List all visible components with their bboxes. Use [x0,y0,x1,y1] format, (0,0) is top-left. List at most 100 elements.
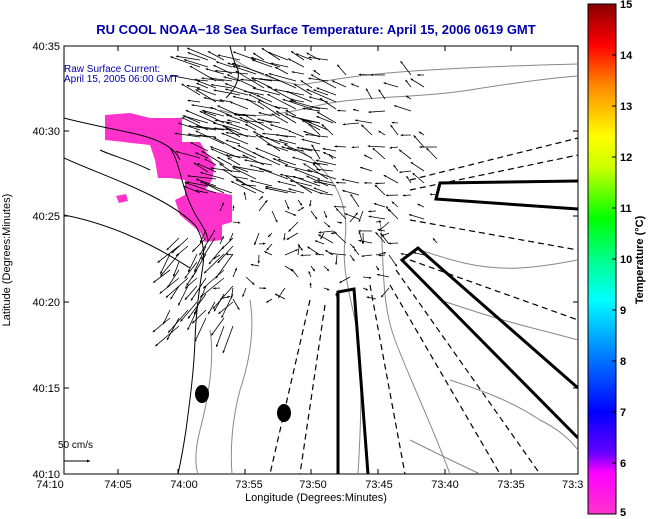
current-vector [363,154,373,160]
current-vector [221,293,234,319]
current-vector [226,122,249,131]
current-vector [258,77,281,82]
current-vector [217,54,241,61]
current-vector [262,132,297,138]
current-vector [252,131,265,138]
current-vector [344,213,360,220]
current-vector [215,69,249,75]
current-vector [290,98,305,103]
current-vector [243,191,247,201]
current-vector [232,175,249,180]
current-vector [388,254,398,267]
current-vector [302,107,321,112]
current-vector [210,148,233,159]
current-vector [391,201,399,208]
current-vector [374,184,386,196]
current-vector [362,287,369,291]
current-vector [306,175,329,187]
surface-current-vectors [152,47,438,354]
current-vector [245,98,265,110]
current-vector [256,94,273,103]
current-vector [335,254,338,265]
current-vector [175,150,201,159]
current-vector [291,268,299,278]
current-vector [406,175,412,184]
current-vector [313,180,321,184]
current-vector [194,317,207,342]
current-vector [306,88,337,103]
current-vector [215,61,233,68]
colorbar-tick-label: 5 [620,507,626,519]
current-vector [155,325,180,347]
current-vector [250,263,260,267]
current-vector [202,109,225,117]
current-vector [232,167,257,180]
current-vector [194,245,207,272]
current-vector [209,77,233,82]
current-vector [380,232,390,245]
current-vector [264,187,289,194]
x-tick-label: 73:3 [562,479,583,491]
current-vector [405,95,412,100]
current-vector [213,89,241,96]
current-vector [365,88,373,100]
current-vector [252,152,281,166]
current-vector [191,309,207,324]
current-vector [279,173,305,180]
current-vector [318,230,334,234]
current-vector [195,152,209,159]
current-vector [242,113,273,131]
current-vector [316,87,337,96]
current-vector [413,251,425,256]
current-vector [300,80,313,89]
current-vector [270,62,289,68]
current-vector [283,232,286,241]
current-vector [285,109,297,117]
current-vector [378,221,390,232]
current-vector [225,114,249,124]
current-vector [165,277,189,299]
x-tick-label: 73:50 [299,479,327,491]
current-vector [399,170,412,174]
x-tick-label: 73:55 [235,479,263,491]
black-markers [195,385,291,422]
current-vector [350,193,360,208]
current-vector [212,285,234,310]
current-vector [260,119,281,124]
colorbar-tick-label: 9 [620,305,626,317]
current-vector [232,65,257,75]
current-vector [239,116,265,131]
current-vector [258,195,264,201]
current-vector [183,115,209,124]
current-vector [378,89,386,100]
current-vector [292,175,321,187]
current-vector [196,88,217,96]
current-vector [319,97,337,110]
current-vector [284,210,297,216]
current-vector [186,181,209,187]
current-vector [389,146,399,149]
current-vector [293,83,313,96]
current-vector [341,178,360,184]
current-vector [205,68,225,75]
current-vector [323,265,330,272]
current-vector [232,221,241,224]
current-vector [287,58,305,68]
outlined-regions [336,179,578,474]
current-vector [266,143,289,152]
current-vector [375,251,387,256]
current-vector [320,232,325,240]
current-vector [319,192,334,196]
sst-patches [105,113,232,242]
colorbar-tick-label: 11 [620,203,632,215]
current-vector [258,199,268,212]
current-vector [159,277,180,294]
current-vector [232,205,235,212]
current-vector [199,277,225,298]
current-vector [240,78,257,82]
current-vector [271,113,289,124]
current-vector [184,285,198,301]
current-vector [232,95,257,103]
current-vector [309,282,312,289]
current-vector [297,244,301,256]
